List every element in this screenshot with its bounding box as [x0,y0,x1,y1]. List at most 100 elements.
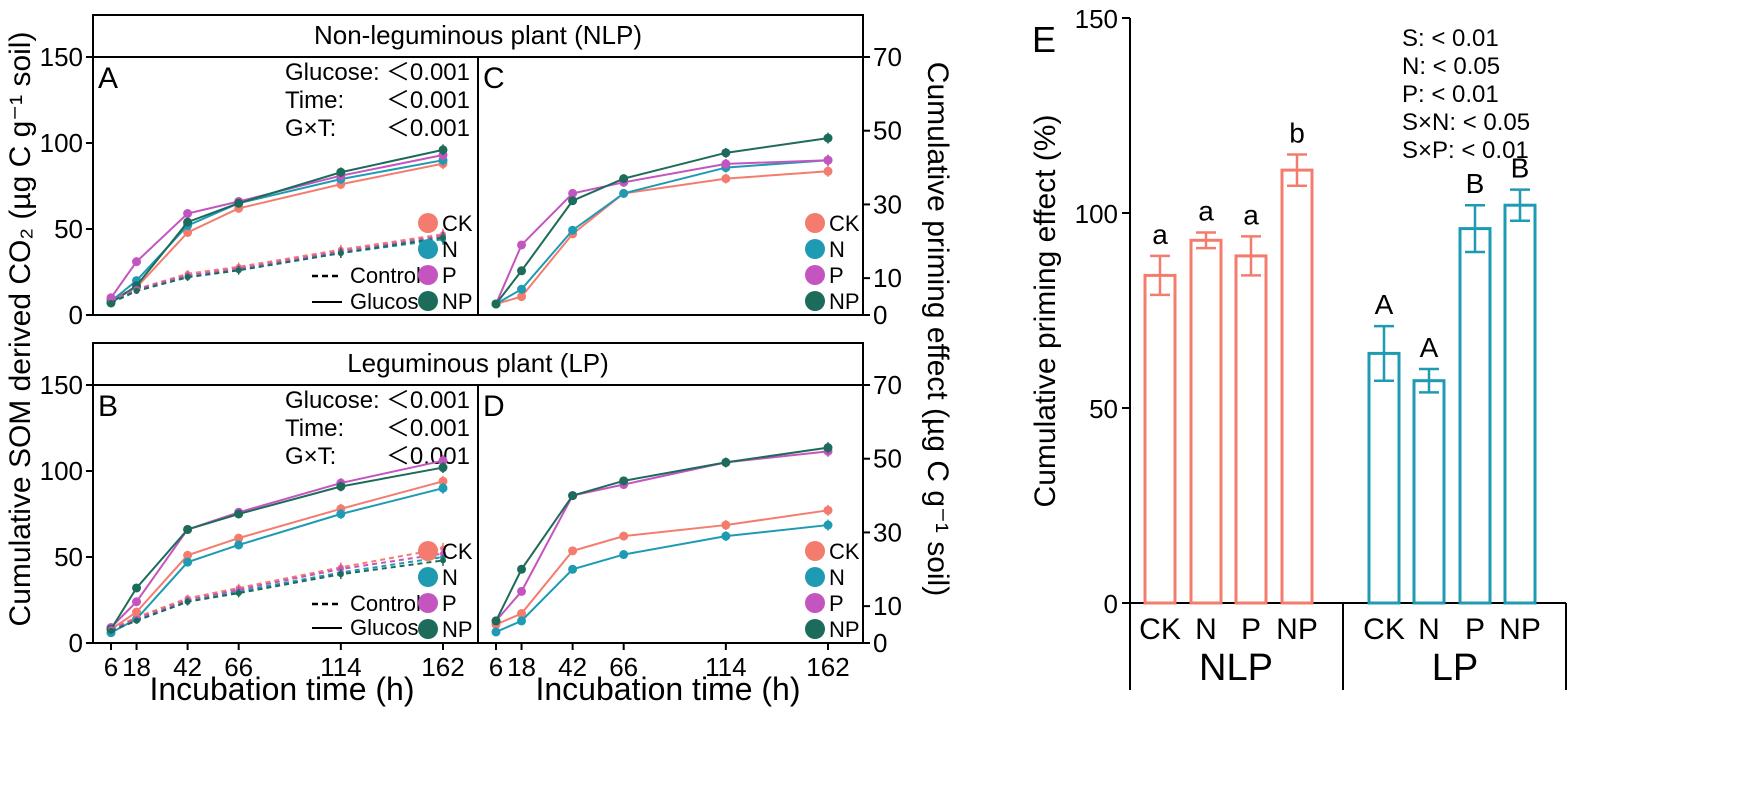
legend-label-B-CK: CK [442,539,473,564]
point-D-CK-2 [568,546,578,556]
bar-LP-P [1458,227,1492,605]
panel-letter-E: E [1032,19,1056,60]
E-xtick-label-NLP-CK: CK [1139,613,1181,646]
point-A-NP-control-3 [235,267,242,274]
legend-dot-B-P [418,593,438,613]
E-stat-0: S: < 0.01 [1402,25,1499,52]
point-B-NP-control-1 [133,617,140,624]
point-C-CK-1 [517,292,527,302]
series-line-D-NP [495,446,829,622]
point-D-N-0 [491,627,501,637]
legend-label-B-NP: NP [442,617,473,642]
legend-dot-C-N [805,239,825,259]
line-legend-B: Control Glucose [312,591,431,640]
point-A-NP-glucose-5 [438,145,448,155]
bar-NLP-NP [1280,168,1314,605]
point-D-N-1 [517,616,527,626]
point-B-NP-glucose-2 [183,524,193,534]
xtick-label-B-4: 114 [320,652,361,682]
series-line-D-CK [495,509,829,626]
point-B-N-glucose-3 [234,540,244,550]
legend-label-A-NP: NP [442,289,473,314]
point-C-P-4 [721,159,731,169]
E-xtick-label-LP-CK: CK [1363,613,1405,646]
bar-NLP-CK [1143,273,1177,605]
E-xtick-label-LP-NP: NP [1499,613,1541,646]
bar-NLP-P [1234,254,1268,605]
point-B-CK-glucose-1 [132,607,142,617]
point-C-P-1 [517,240,527,250]
legend-dot-C-NP [805,291,825,311]
ytick-label-B-1: 50 [54,542,83,572]
point-D-NP-5 [823,443,833,453]
right-ylabel: Cumulative priming effect (µg C g⁻¹ soil… [921,62,954,596]
header-top: Non-leguminous plant (NLP) [314,20,642,50]
legend-label-B-P: P [442,591,457,616]
point-A-NP-glucose-4 [336,167,346,177]
series-line-A-NP-glucose [110,148,444,304]
legend-dot-A-P [418,265,438,285]
point-D-NP-1 [517,564,527,574]
E-xtick-label-LP-P: P [1465,613,1485,646]
legend-label-D-P: P [829,591,844,616]
stat-A-gxt-key: G×T: [285,115,336,142]
point-B-NP-control-4 [337,571,344,578]
legend-label-D-CK: CK [829,539,860,564]
point-C-N-2 [568,225,578,235]
point-C-N-1 [517,284,527,294]
legend-dot-B-CK [418,541,438,561]
panel-letter-D: D [483,390,505,423]
point-D-CK-1 [517,609,527,619]
stat-B-time-val: ＜0.001 [386,415,470,442]
xtick-label-B-0: 6 [104,652,118,682]
legend-label-D-NP: NP [829,617,860,642]
left-ylabel: Cumulative SOM derived CO₂ (µg C g⁻¹ soi… [4,32,37,627]
series-line-B-CK-glucose [110,480,444,631]
ytick-label-B-2: 100 [40,456,83,486]
point-D-NP-3 [619,476,629,486]
point-B-NP-control-5 [440,557,446,564]
point-B-NP-control-2 [184,598,191,605]
E-xtick-label-NLP-P: P [1241,613,1261,646]
legend-label-C-P: P [829,263,844,288]
E-ytick-label-1: 50 [1089,394,1118,424]
point-D-CK-4 [721,520,731,530]
stats-B: Glucose: ＜0.001 Time: ＜0.001 G×T: ＜0.001 [285,387,470,470]
point-A-NP-glucose-2 [183,217,193,227]
point-B-CK-glucose-2 [183,550,193,560]
legend-dot-D-CK [805,541,825,561]
ytick-label-B-0: 0 [69,628,83,658]
point-D-N-3 [619,550,629,560]
point-B-P-glucose-1 [132,597,142,607]
legend-dot-A-N [418,239,438,259]
stat-A-time-key: Time: [285,87,344,114]
E-ytick-label-3: 150 [1075,4,1118,34]
point-A-NP-control-4 [337,250,344,257]
sig-letter-LP-P: B [1466,168,1485,199]
E-stat-1: N: < 0.05 [1402,53,1500,80]
E-group-label-NLP: NLP [1199,647,1273,689]
legend-label-A-P: P [442,263,457,288]
xlabel-left: Incubation time (h) [149,671,414,707]
ytick-label-A-0: 0 [69,300,83,330]
stat-B-time-key: Time: [285,415,344,442]
legend-dot-C-P [805,265,825,285]
E-ytick-label-2: 100 [1075,199,1118,229]
point-C-NP-0 [491,299,501,309]
xtick-label-D-0: 6 [489,652,503,682]
series-line-B-P-control [110,552,444,631]
point-B-CK-glucose-3 [234,533,244,543]
E-stat-4: S×P: < 0.01 [1402,137,1529,164]
point-C-NP-1 [517,266,527,276]
legend-A-control-label: Control [350,263,421,288]
xtick-label-B-2: 42 [173,652,202,682]
legend-dot-B-N [418,567,438,587]
legend-dot-D-N [805,567,825,587]
point-D-N-4 [721,531,731,541]
point-A-NP-control-1 [133,287,140,294]
point-B-NP-glucose-5 [438,463,448,473]
ytick-label-D-1: 10 [873,591,902,621]
